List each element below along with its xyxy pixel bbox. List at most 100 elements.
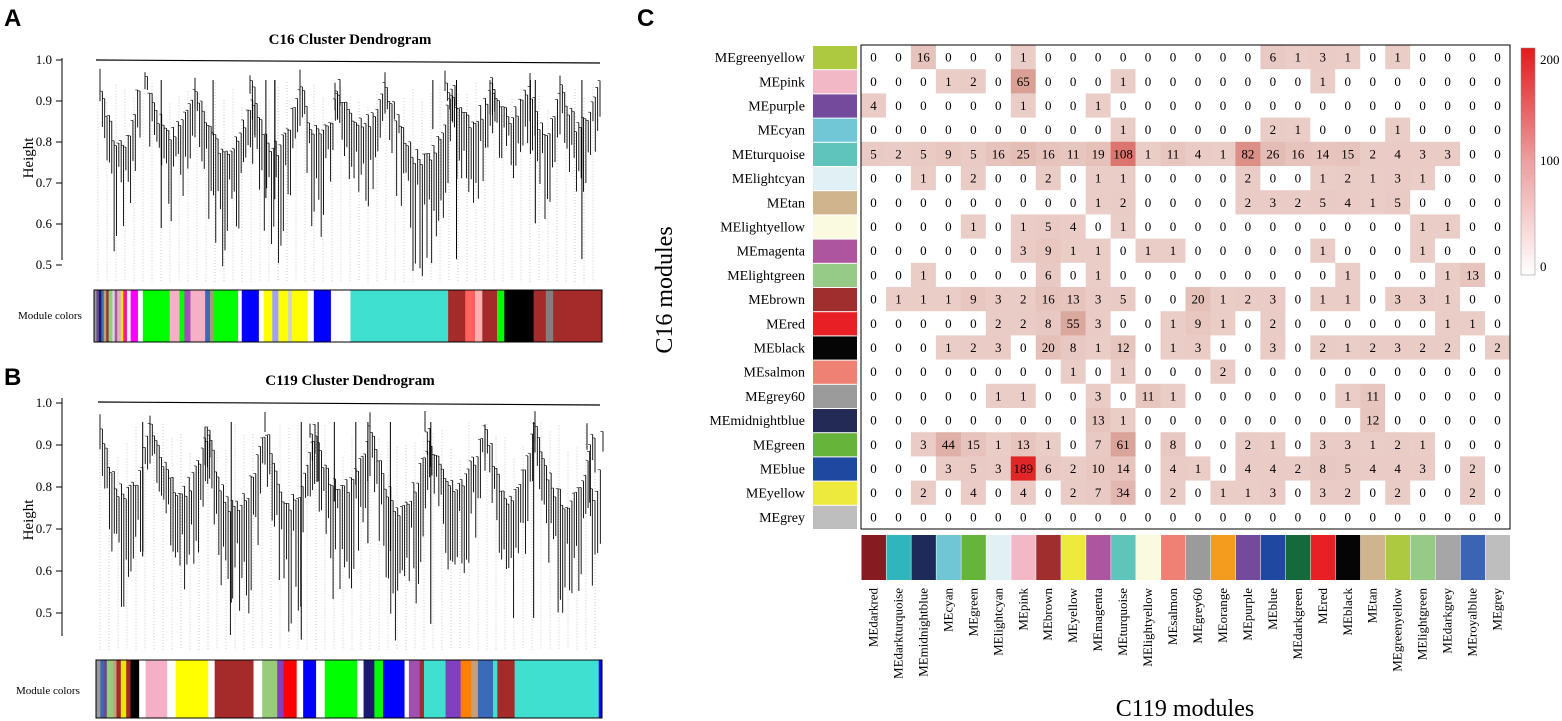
heatmap-cell-value: 0 [1469, 509, 1476, 524]
heatmap-cell-value: 0 [1070, 267, 1077, 282]
heatmap-cell [1235, 480, 1261, 506]
column-label: MEmidnightblue [915, 588, 930, 677]
heatmap-cell-value: 0 [1220, 74, 1227, 89]
module-color-segment [139, 660, 147, 718]
row-color-swatch [813, 288, 857, 312]
column-label: MEturquoise [1115, 588, 1130, 656]
module-color-segment [167, 660, 177, 718]
heatmap-cell-value: 0 [1145, 122, 1152, 137]
heatmap-cell-value: 0 [1369, 292, 1376, 307]
heatmap-cell [1210, 408, 1236, 433]
heatmap-cell-value: 0 [895, 340, 902, 355]
heatmap-cell-value: 0 [1070, 98, 1077, 113]
heatmap-cell-value: 0 [970, 267, 977, 282]
heatmap-cell [1110, 456, 1136, 481]
heatmap-cell [1435, 335, 1461, 360]
heatmap-cell-value: 0 [1020, 195, 1027, 210]
heatmap-cell-value: 2 [1170, 485, 1177, 500]
heatmap-cell [1035, 432, 1061, 457]
heatmap-cell-value: 0 [1494, 146, 1501, 161]
heatmap-cell-value: 0 [1494, 219, 1501, 234]
heatmap-cell-value: 1 [945, 340, 952, 355]
module-color-segment [382, 660, 405, 718]
heatmap-cell-value: 4 [1195, 146, 1202, 161]
module-color-segment [190, 290, 206, 342]
heatmap-cell-value: 0 [870, 122, 877, 137]
heatmap-cell [1485, 117, 1511, 143]
heatmap-cell-value: 0 [995, 243, 1002, 258]
heatmap-cell-value: 1 [1270, 437, 1277, 452]
heatmap-cell [910, 45, 937, 70]
heatmap-cell [1460, 480, 1486, 506]
heatmap-cell [960, 480, 987, 506]
heatmap-cell [1435, 432, 1461, 457]
heatmap-cell [1210, 190, 1236, 215]
module-color-segment [350, 290, 449, 342]
module-color-segment [116, 660, 122, 718]
column-label: MEmagenta [1090, 588, 1105, 652]
column-color-swatch [1385, 535, 1411, 580]
heatmap-cell-value: 0 [1419, 195, 1426, 210]
heatmap-cell-value: 0 [1320, 388, 1327, 403]
heatmap-cell-value: 2 [995, 316, 1002, 331]
heatmap-cell [1035, 262, 1061, 288]
heatmap-cell-value: 0 [1295, 243, 1302, 258]
heatmap-cell [1460, 69, 1486, 94]
heatmap-cell [1035, 214, 1061, 239]
heatmap-cell [1385, 262, 1411, 288]
heatmap-cell-value: 0 [1045, 485, 1052, 500]
heatmap-cell-value: 0 [1170, 219, 1177, 234]
heatmap-cell [1260, 214, 1286, 239]
module-color-segment [238, 290, 243, 342]
heatmap-cell-value: 0 [870, 364, 877, 379]
heatmap-cell-value: 1 [1120, 122, 1127, 137]
heatmap-cell-value: 3 [1270, 195, 1277, 210]
heatmap-cell-value: 0 [1120, 267, 1127, 282]
heatmap-cell [1060, 93, 1086, 118]
column-label: MEblue [1265, 588, 1280, 630]
heatmap-cell-value: 0 [1444, 509, 1451, 524]
heatmap-cell [1085, 190, 1111, 215]
heatmap-cell-value: 0 [920, 219, 927, 234]
heatmap-cell-value: 1 [1320, 292, 1327, 307]
heatmap-cell-value: 0 [1270, 98, 1277, 113]
row-color-swatch [813, 215, 857, 239]
heatmap-cell-value: 1 [1469, 316, 1476, 331]
heatmap-cell [1110, 69, 1136, 94]
heatmap-cell-value: 0 [945, 388, 952, 403]
heatmap-cell [1135, 238, 1161, 264]
heatmap-cell [1060, 166, 1086, 191]
heatmap-cell-value: 1 [1170, 388, 1177, 403]
heatmap-cell [861, 335, 887, 360]
heatmap-cell [1060, 45, 1086, 70]
heatmap-cell [1035, 93, 1061, 118]
dendrogram-b-color-bar-frame [95, 659, 603, 719]
heatmap-cell [1310, 166, 1336, 191]
heatmap-cell-value: 0 [870, 437, 877, 452]
heatmap-cell [1285, 311, 1311, 336]
heatmap-cell-value: 0 [1045, 74, 1052, 89]
heatmap-cell-value: 4 [1070, 219, 1077, 234]
heatmap-cell [1310, 117, 1336, 143]
heatmap-cell-value: 0 [1369, 267, 1376, 282]
heatmap-cell [885, 166, 912, 191]
heatmap-cell-value: 5 [920, 146, 927, 161]
heatmap-cell-value: 0 [1444, 171, 1451, 186]
heatmap-cell [935, 456, 962, 481]
heatmap-cell-value: 0 [995, 74, 1002, 89]
heatmap-cell [1435, 141, 1461, 167]
module-color-segment [142, 290, 171, 342]
heatmap-cell-value: 0 [970, 413, 977, 428]
heatmap-cell [1485, 93, 1511, 118]
heatmap-cell-value: 0 [1295, 388, 1302, 403]
heatmap-cell [1410, 456, 1436, 481]
heatmap-cell-value: 0 [1444, 364, 1451, 379]
heatmap-cell-value: 1 [1120, 171, 1127, 186]
heatmap-cell-value: 0 [1469, 122, 1476, 137]
heatmap-cell [1310, 504, 1336, 530]
heatmap-cell [1360, 383, 1386, 409]
heatmap-cell [1360, 456, 1386, 481]
module-color-segment [313, 290, 332, 342]
column-label: MEdarkgreen [1290, 588, 1305, 660]
heatmap-cell-value: 0 [1494, 461, 1501, 476]
